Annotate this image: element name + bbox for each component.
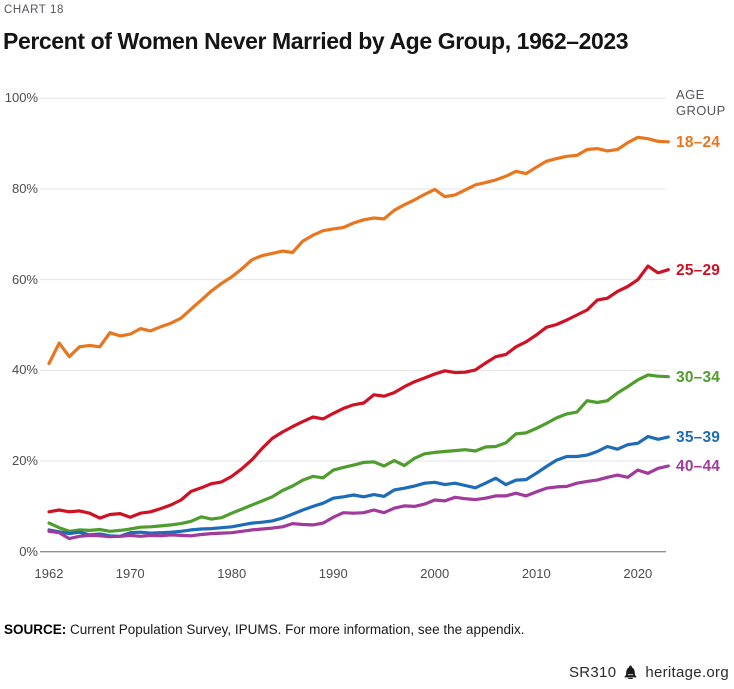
x-axis-tick-label: 1962 — [34, 566, 64, 581]
x-axis-tick-label: 1970 — [115, 566, 145, 581]
x-axis-tick-label: 2010 — [521, 566, 551, 581]
y-axis-tick-label: 80% — [11, 180, 38, 196]
liberty-bell-icon — [624, 665, 637, 680]
series-label-30-34: 30–34 — [676, 368, 721, 386]
series-line-18-24 — [47, 135, 670, 366]
x-axis-tick-label: 2000 — [420, 566, 450, 581]
series-label-25-29: 25–29 — [676, 261, 721, 279]
footer-branding: SR310 heritage.org — [569, 664, 729, 681]
site-link-text: heritage.org — [645, 664, 729, 681]
y-axis-tick-label: 40% — [11, 362, 38, 378]
x-axis-tick-label: 2020 — [623, 566, 653, 581]
y-axis-tick-label: 100% — [4, 90, 38, 106]
series-line-25-29 — [47, 264, 670, 520]
x-axis-tick-label: 1990 — [318, 566, 348, 581]
series-line-40-44 — [47, 464, 670, 541]
chart-area: AGE GROUP 0% 20% 40% 60% 80% 100% 1962 1970 1980… — [0, 85, 734, 610]
series-line-35-39 — [47, 434, 670, 538]
chart-number-kicker: CHART 18 — [4, 4, 64, 16]
y-axis-tick-label: 0% — [19, 543, 38, 559]
line-chart-canvas — [40, 97, 670, 553]
series-label-18-24: 18–24 — [676, 133, 721, 151]
series-line-30-34 — [47, 373, 670, 533]
series-label-35-39: 35–39 — [676, 428, 721, 446]
source-text: Current Population Survey, IPUMS. For mo… — [66, 622, 525, 637]
y-axis-tick-label: 20% — [11, 453, 38, 469]
source-note: SOURCE: Current Population Survey, IPUMS… — [4, 621, 724, 638]
report-id: SR310 — [568, 664, 617, 681]
legend-title: AGE GROUP — [676, 87, 726, 118]
x-axis-tick-label: 1980 — [217, 566, 247, 581]
y-axis-tick-label: 60% — [11, 271, 38, 287]
chart-title: Percent of Women Never Married by Age Gr… — [3, 28, 629, 54]
source-label: SOURCE: — [4, 622, 67, 637]
series-label-40-44: 40–44 — [676, 458, 721, 475]
